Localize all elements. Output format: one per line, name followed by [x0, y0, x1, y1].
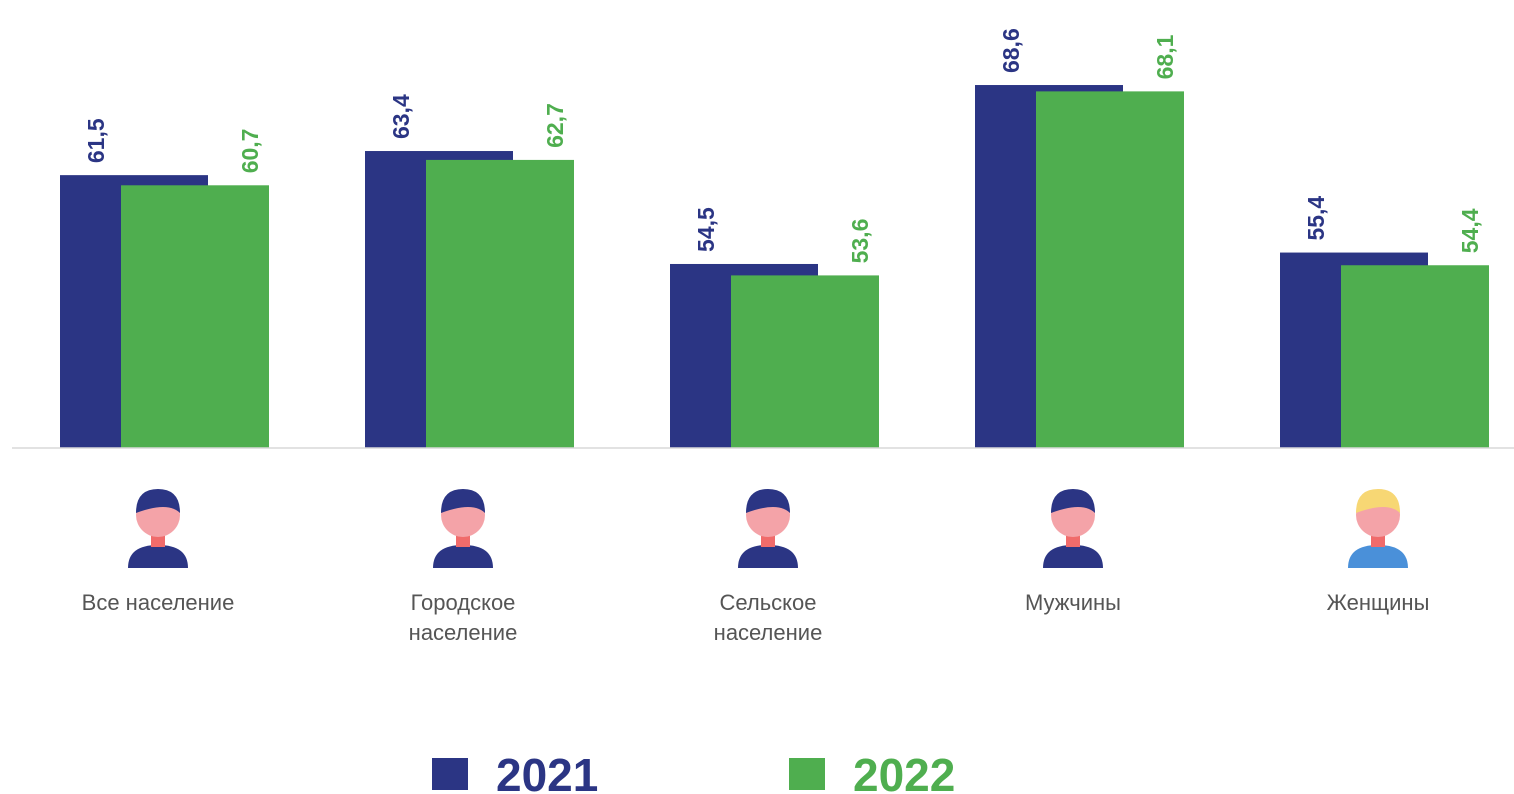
bar — [121, 185, 269, 448]
value-label: 54,4 — [1457, 208, 1483, 253]
x-tick-label: Сельское население — [713, 590, 823, 645]
legend-swatch — [789, 758, 825, 790]
icon-body — [1043, 545, 1103, 568]
value-label: 63,4 — [388, 94, 414, 139]
icon — [738, 489, 798, 568]
bar — [731, 275, 879, 448]
value-label: 68,6 — [998, 28, 1024, 73]
icon-hair — [1356, 489, 1400, 513]
x-tick-label: Женщины — [1326, 590, 1430, 615]
value-label: 68,1 — [1152, 34, 1178, 79]
icon — [128, 489, 188, 568]
x-tick-label: Городское население — [408, 590, 518, 645]
icon-hair — [1051, 489, 1095, 513]
icon-body — [1348, 545, 1408, 568]
bar — [1036, 91, 1184, 448]
icon — [1348, 489, 1408, 568]
icon-hair — [441, 489, 485, 513]
value-label: 55,4 — [1303, 196, 1329, 241]
x-tick-label: Мужчины — [1024, 590, 1121, 615]
icon-hair — [746, 489, 790, 513]
legend-label: 2021 — [496, 749, 598, 794]
value-label: 53,6 — [847, 219, 873, 264]
value-label: 61,5 — [83, 118, 109, 163]
icon-hair — [136, 489, 180, 513]
icon-body — [128, 545, 188, 568]
legend-label: 2022 — [853, 749, 955, 794]
icon — [1043, 489, 1103, 568]
bar — [1341, 265, 1489, 448]
icon-body — [433, 545, 493, 568]
x-tick-label: Все население — [81, 590, 235, 615]
value-label: 54,5 — [693, 207, 719, 252]
icon-body — [738, 545, 798, 568]
value-label: 62,7 — [542, 103, 568, 148]
legend-swatch — [432, 758, 468, 790]
bar — [426, 159, 574, 448]
icon — [433, 489, 493, 568]
value-label: 60,7 — [237, 129, 263, 174]
